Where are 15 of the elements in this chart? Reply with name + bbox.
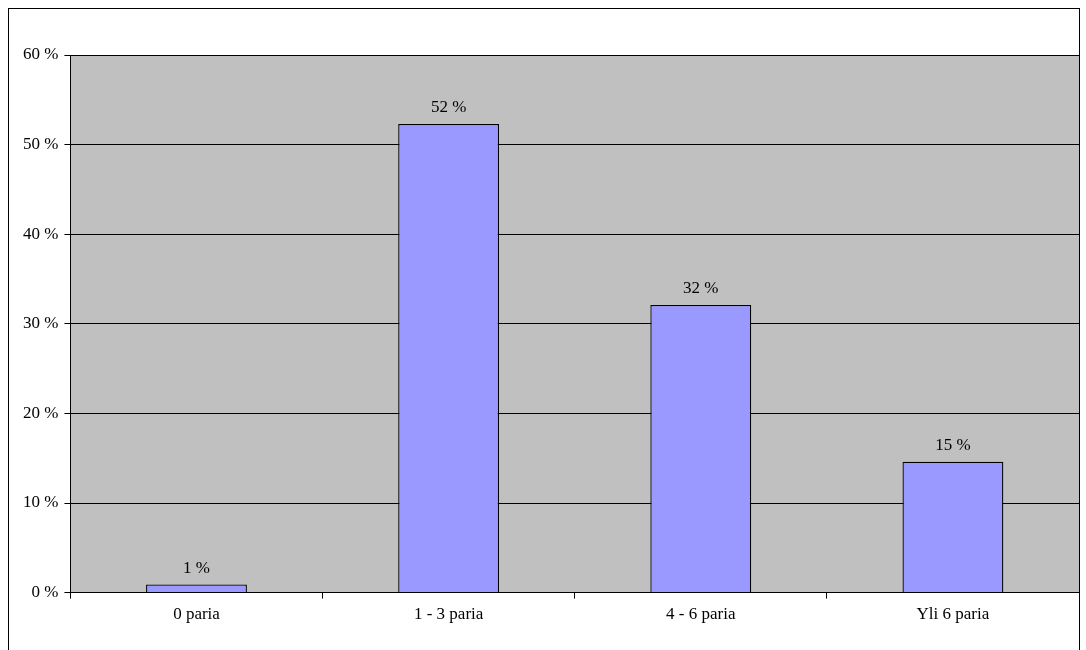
y-tick-label: 30 % xyxy=(22,313,59,333)
y-tick-label: 10 % xyxy=(22,492,59,512)
y-tick-label: 0 % xyxy=(31,582,59,602)
x-tick-label: 4 - 6 paria xyxy=(666,604,736,624)
y-tick-label: 20 % xyxy=(22,402,59,422)
y-tick-label: 60 % xyxy=(22,44,59,64)
y-tick-label: 40 % xyxy=(22,223,59,243)
x-tick-label: 1 - 3 paria xyxy=(413,604,484,624)
x-tick-label: 0 paria xyxy=(173,604,221,624)
x-tick-label: Yli 6 paria xyxy=(916,604,990,624)
data-label: 32 % xyxy=(683,277,719,297)
y-tick-label: 50 % xyxy=(22,134,59,154)
data-label: 52 % xyxy=(430,96,467,116)
data-label: 15 % xyxy=(935,434,971,454)
data-label: 1 % xyxy=(183,557,210,577)
